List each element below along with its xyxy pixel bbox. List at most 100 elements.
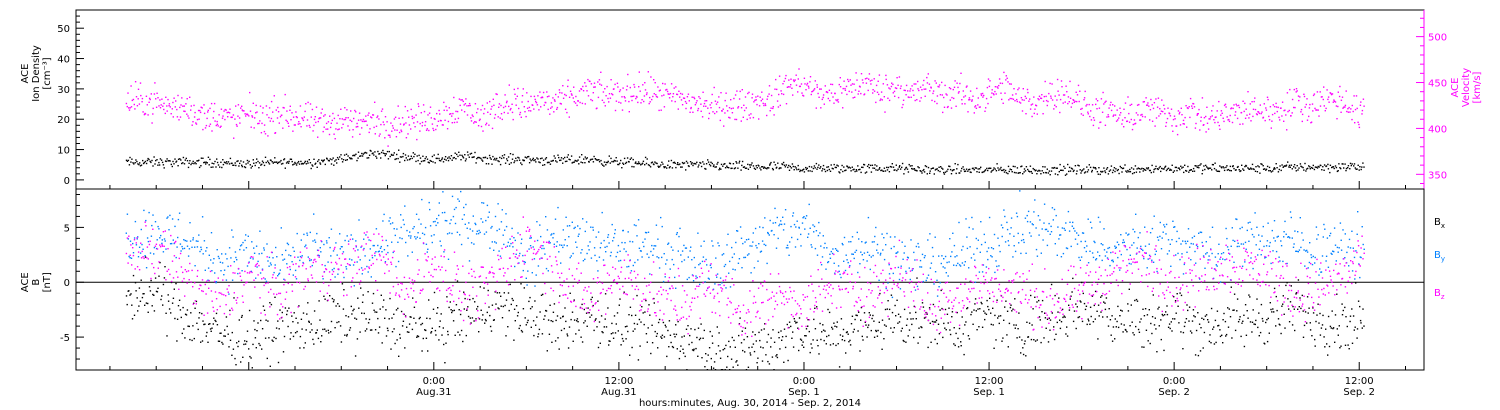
by-point (527, 270, 529, 272)
density-point (1042, 172, 1045, 174)
density-point (711, 162, 713, 165)
density-point (508, 163, 511, 165)
velocity-point (317, 136, 319, 138)
bx-point (1149, 342, 1151, 345)
by-point (382, 220, 384, 222)
density-point (1281, 164, 1283, 166)
density-point (808, 165, 811, 168)
bx-point (1186, 304, 1188, 306)
velocity-point (414, 126, 416, 128)
density-point (710, 161, 712, 163)
by-point (543, 247, 545, 250)
velocity-point (1356, 107, 1358, 110)
velocity-point (1341, 96, 1344, 98)
velocity-point (1140, 114, 1142, 116)
density-point (1293, 166, 1295, 168)
velocity-point (618, 101, 620, 103)
bx-point (1098, 315, 1100, 317)
velocity-point (182, 105, 184, 107)
density-point (1073, 169, 1075, 172)
velocity-point (873, 78, 875, 80)
bx-point (484, 322, 486, 324)
velocity-point (628, 100, 630, 103)
density-point (749, 164, 751, 166)
by-point (551, 233, 553, 235)
velocity-point (697, 109, 699, 112)
density-point (700, 165, 703, 168)
velocity-point (283, 107, 285, 109)
bx-point (873, 336, 876, 338)
density-point (285, 162, 288, 164)
velocity-point (806, 84, 808, 86)
density-point (366, 157, 368, 159)
by-point (598, 256, 601, 258)
by-point (129, 257, 131, 259)
velocity-point (681, 93, 684, 95)
density-point (1098, 167, 1100, 169)
velocity-point (1170, 108, 1173, 110)
velocity-point (720, 92, 722, 94)
bx-point (736, 360, 738, 362)
by-point (275, 246, 277, 249)
velocity-point (1179, 124, 1182, 126)
velocity-point (1350, 108, 1352, 110)
bx-point (429, 317, 431, 320)
velocity-point (348, 129, 351, 131)
bx-point (1316, 314, 1318, 316)
velocity-point (245, 113, 248, 115)
velocity-point (171, 108, 173, 110)
density-point (781, 163, 784, 166)
bx-point (676, 348, 678, 350)
velocity-point (369, 128, 371, 130)
bx-point (320, 341, 322, 343)
velocity-point (390, 122, 392, 124)
density-point (384, 153, 386, 155)
density-point (791, 163, 794, 165)
bx-point (1063, 315, 1065, 317)
bx-point (231, 354, 233, 356)
velocity-point (134, 81, 137, 83)
density-point (194, 161, 196, 164)
bx-point (316, 329, 318, 331)
bx-point (358, 307, 360, 309)
velocity-point (233, 137, 235, 139)
bx-point (932, 303, 935, 306)
bx-point (1346, 325, 1348, 328)
velocity-point (1137, 114, 1139, 116)
velocity-point (1031, 103, 1034, 105)
velocity-point (1260, 112, 1262, 115)
density-point (499, 156, 501, 159)
bx-point (802, 341, 804, 343)
bx-point (888, 318, 890, 320)
bx-point (923, 317, 926, 319)
velocity-point (787, 86, 790, 88)
velocity-point (420, 112, 422, 114)
velocity-point (164, 112, 166, 115)
density-point (860, 171, 862, 174)
velocity-point (188, 117, 190, 119)
by-point (399, 237, 401, 239)
density-point (1162, 168, 1164, 170)
bx-point (1049, 329, 1051, 331)
velocity-point (1054, 95, 1056, 97)
velocity-point (298, 121, 300, 123)
bx-point (562, 315, 564, 317)
density-point (886, 169, 889, 171)
bx-point (922, 306, 925, 308)
by-point (612, 240, 614, 242)
density-point (473, 156, 475, 158)
density-point (1107, 173, 1110, 175)
density-point (827, 166, 830, 168)
density-point (214, 160, 216, 163)
density-point (382, 149, 384, 152)
velocity-point (929, 90, 931, 92)
by-point (487, 216, 489, 218)
density-point (1023, 168, 1026, 170)
bx-point (1339, 347, 1341, 349)
velocity-point (788, 79, 790, 81)
bx-point (207, 341, 209, 343)
velocity-point (434, 118, 436, 120)
by-point (320, 251, 322, 253)
bx-point (513, 339, 515, 341)
bx-point (240, 361, 242, 363)
